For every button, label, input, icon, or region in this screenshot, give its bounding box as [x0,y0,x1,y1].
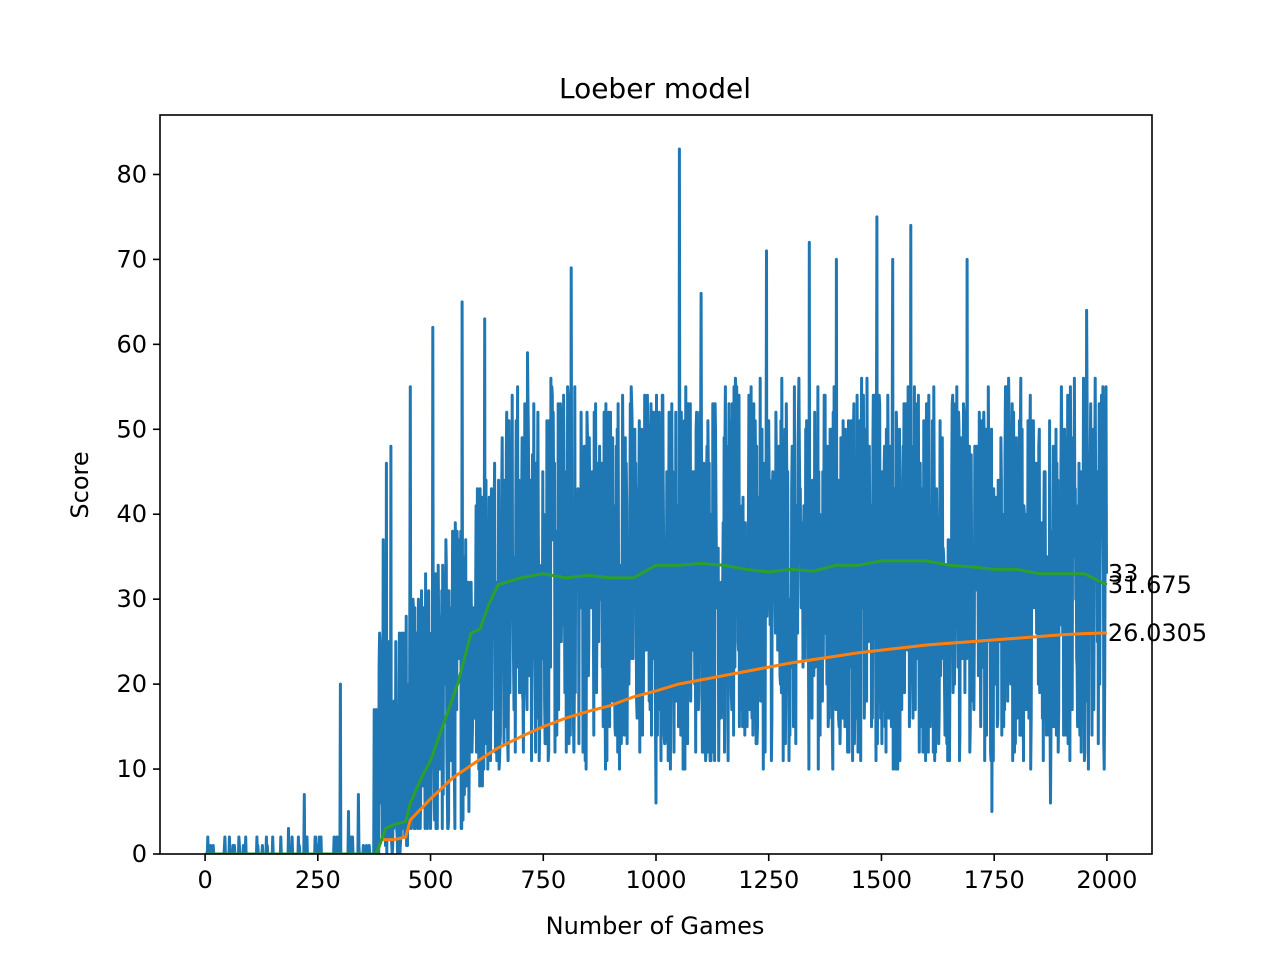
x-tick-label: 250 [295,866,341,894]
y-tick-label: 0 [132,840,147,868]
annotation-label: 26.0305 [1108,619,1207,647]
y-tick-label: 20 [116,670,147,698]
plot-area [204,147,1108,854]
axes-layer: 0 250 500 750 1000 1250 1500 1750 2000 0 10 20 30 40 5… [116,114,1207,894]
annotation-label: 33 [1108,560,1139,588]
plot-layer [204,147,1108,854]
y-tick-label: 80 [116,160,147,188]
x-tick-label: 2000 [1076,866,1137,894]
x-tick-label: 1000 [625,866,686,894]
series-moving-mean-line [205,559,1108,854]
y-tick-label: 50 [116,415,147,443]
x-tick-label: 500 [408,866,454,894]
y-tick-label: 10 [116,755,147,783]
y-tick-label: 30 [116,585,147,613]
annotation-label: 31.675 [1108,571,1192,599]
x-axis-label: Number of Games [546,912,765,940]
x-tick-label: 750 [520,866,566,894]
y-tick-label: 40 [116,500,147,528]
series-score-line [204,147,1108,854]
x-tick-label: 1500 [851,866,912,894]
x-tick-label: 0 [197,866,212,894]
y-tick-label: 70 [116,245,147,273]
chart-title: Loeber model [559,72,751,105]
y-axis-label: Score [66,451,94,518]
x-tick-label: 1250 [738,866,799,894]
series-overall-mean-line [205,631,1107,854]
y-tick-label: 60 [116,330,147,358]
x-tick-label: 1750 [964,866,1025,894]
